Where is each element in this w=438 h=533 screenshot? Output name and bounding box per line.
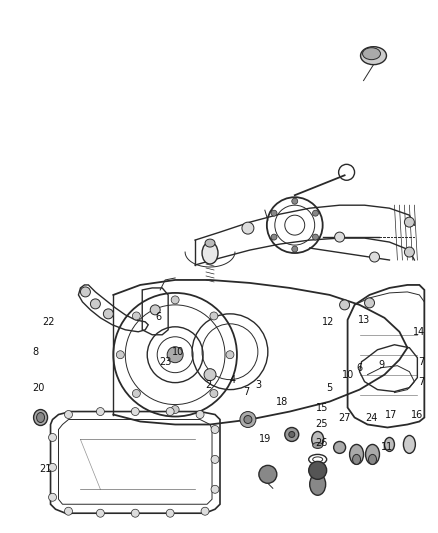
Circle shape [171,296,179,304]
Circle shape [204,369,216,381]
Ellipse shape [202,242,218,264]
Circle shape [64,410,72,418]
Circle shape [259,465,277,483]
Circle shape [334,441,346,454]
Circle shape [117,351,124,359]
Circle shape [244,416,252,424]
Text: 7: 7 [418,357,424,367]
Text: 2: 2 [205,379,211,390]
Circle shape [210,390,218,398]
Circle shape [150,305,160,315]
Circle shape [271,210,277,216]
Text: 21: 21 [39,464,52,474]
Ellipse shape [310,473,326,495]
Text: 7: 7 [418,377,424,386]
Circle shape [285,427,299,441]
Text: 20: 20 [32,383,45,393]
Ellipse shape [34,409,48,425]
Ellipse shape [368,455,377,464]
Ellipse shape [350,445,364,464]
Circle shape [132,312,140,320]
Circle shape [49,433,57,441]
Circle shape [211,455,219,463]
Circle shape [49,493,57,501]
Text: 10: 10 [172,347,184,357]
Text: 8: 8 [32,347,39,357]
Circle shape [404,247,414,257]
Circle shape [171,406,179,414]
Circle shape [309,462,327,479]
Circle shape [335,232,345,242]
Ellipse shape [403,435,415,454]
Circle shape [90,299,100,309]
Circle shape [210,312,218,320]
Circle shape [370,252,379,262]
Text: 3: 3 [255,379,261,390]
Circle shape [312,234,318,240]
Text: 26: 26 [315,439,328,448]
Circle shape [49,463,57,471]
Circle shape [271,234,277,240]
Text: 4: 4 [230,375,236,385]
Text: 19: 19 [259,434,271,445]
Circle shape [166,509,174,517]
Circle shape [226,351,234,359]
Text: 13: 13 [358,315,371,325]
Circle shape [167,347,183,362]
Text: 10: 10 [342,370,354,379]
Text: 5: 5 [326,383,333,393]
Circle shape [196,410,204,418]
Text: 7: 7 [243,386,249,397]
Text: 18: 18 [276,397,288,407]
Circle shape [292,246,298,252]
Circle shape [364,298,374,308]
Ellipse shape [37,413,45,423]
Ellipse shape [385,438,395,451]
Ellipse shape [366,445,379,464]
Text: 17: 17 [385,409,398,419]
Circle shape [131,509,139,517]
Text: 11: 11 [381,442,394,453]
Circle shape [289,432,295,438]
Text: 23: 23 [159,357,171,367]
Circle shape [242,222,254,234]
Text: 24: 24 [365,413,378,423]
Text: 9: 9 [378,360,385,370]
Circle shape [64,507,72,515]
Circle shape [312,210,318,216]
Circle shape [201,507,209,515]
Text: 16: 16 [411,409,424,419]
Circle shape [240,411,256,427]
Circle shape [81,287,90,297]
Circle shape [292,198,298,204]
Circle shape [404,217,414,227]
Text: 25: 25 [315,418,328,429]
Ellipse shape [353,455,360,464]
Ellipse shape [360,47,386,64]
Circle shape [96,509,104,517]
Circle shape [103,309,113,319]
Circle shape [211,425,219,433]
Circle shape [131,408,139,416]
Ellipse shape [363,47,381,60]
Text: 14: 14 [413,327,425,337]
Text: 15: 15 [315,402,328,413]
Ellipse shape [313,442,323,448]
Ellipse shape [312,432,324,447]
Ellipse shape [205,239,215,247]
Circle shape [96,408,104,416]
Text: 22: 22 [42,317,55,327]
Text: 6: 6 [357,362,363,373]
Circle shape [339,300,350,310]
Circle shape [166,408,174,416]
Text: 12: 12 [321,317,334,327]
Text: 6: 6 [155,312,161,322]
Circle shape [211,486,219,493]
Circle shape [132,390,140,398]
Text: 27: 27 [338,413,351,423]
